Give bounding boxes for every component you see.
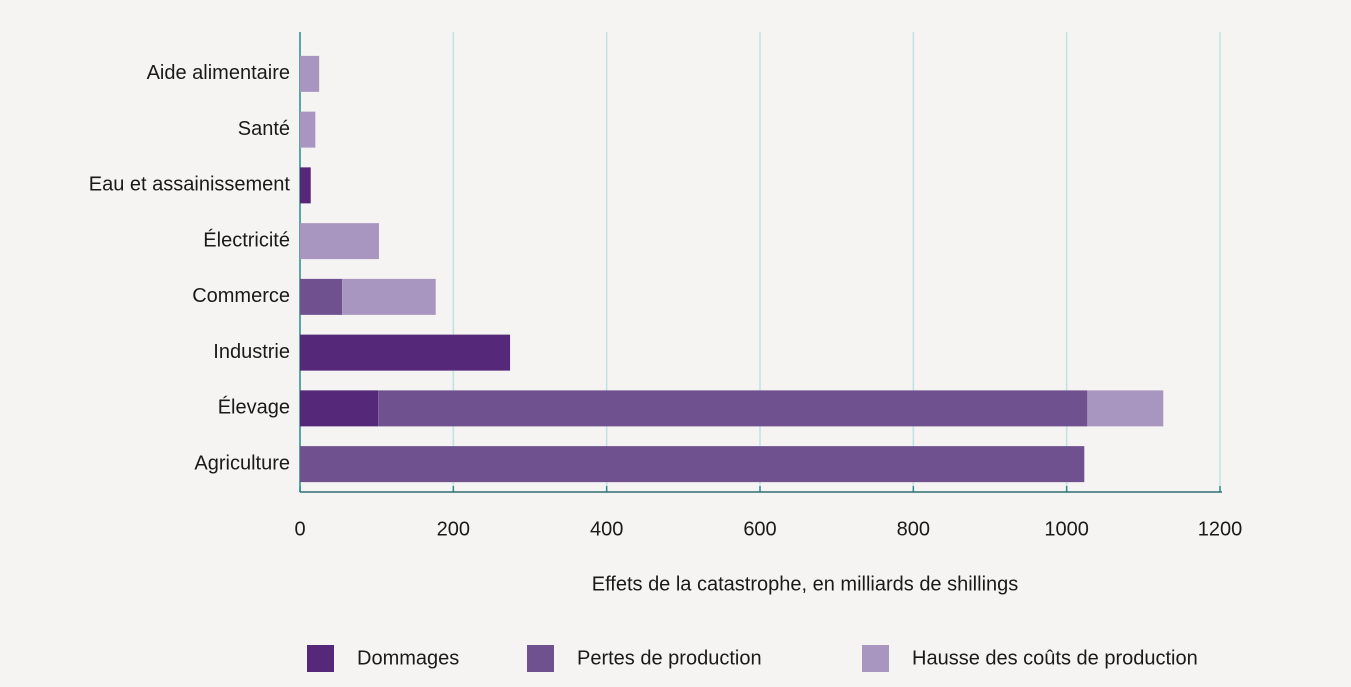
x-tick-label: 200	[437, 518, 470, 540]
legend-label: Hausse des coûts de production	[912, 647, 1198, 669]
bar-segment	[300, 55, 320, 92]
legend-swatch	[527, 645, 554, 672]
legend-label: Pertes de production	[577, 647, 762, 669]
bar-segment	[378, 390, 1088, 427]
x-tick-label: 400	[590, 518, 623, 540]
y-tick-label: Électricité	[203, 228, 290, 251]
bar-segment	[300, 446, 1085, 483]
bar-segment	[300, 390, 379, 427]
legend-label: Dommages	[357, 647, 459, 669]
bar-segment	[300, 167, 311, 204]
y-tick-label: Eau et assainissement	[89, 174, 291, 196]
y-tick-label: Santé	[238, 118, 290, 140]
x-tick-label: 1000	[1044, 518, 1089, 540]
bar-segment	[300, 223, 379, 260]
x-tick-label: 600	[743, 518, 776, 540]
bar-segment	[300, 278, 343, 315]
bar-segment	[300, 111, 316, 148]
bar-segment	[1087, 390, 1164, 427]
x-tick-label: 1200	[1198, 518, 1243, 540]
x-axis-label: Effets de la catastrophe, en milliards d…	[592, 573, 1019, 595]
legend-swatch	[862, 645, 889, 672]
bar-segment	[300, 334, 511, 371]
y-tick-label: Commerce	[192, 285, 290, 307]
y-tick-label: Industrie	[213, 341, 290, 363]
legend-swatch	[307, 645, 334, 672]
x-tick-label: 0	[294, 518, 305, 540]
y-tick-label: Agriculture	[194, 452, 290, 474]
bar-segment	[342, 278, 436, 315]
y-tick-label: Aide alimentaire	[147, 62, 290, 84]
y-tick-label: Élevage	[218, 396, 290, 419]
x-tick-label: 800	[897, 518, 930, 540]
